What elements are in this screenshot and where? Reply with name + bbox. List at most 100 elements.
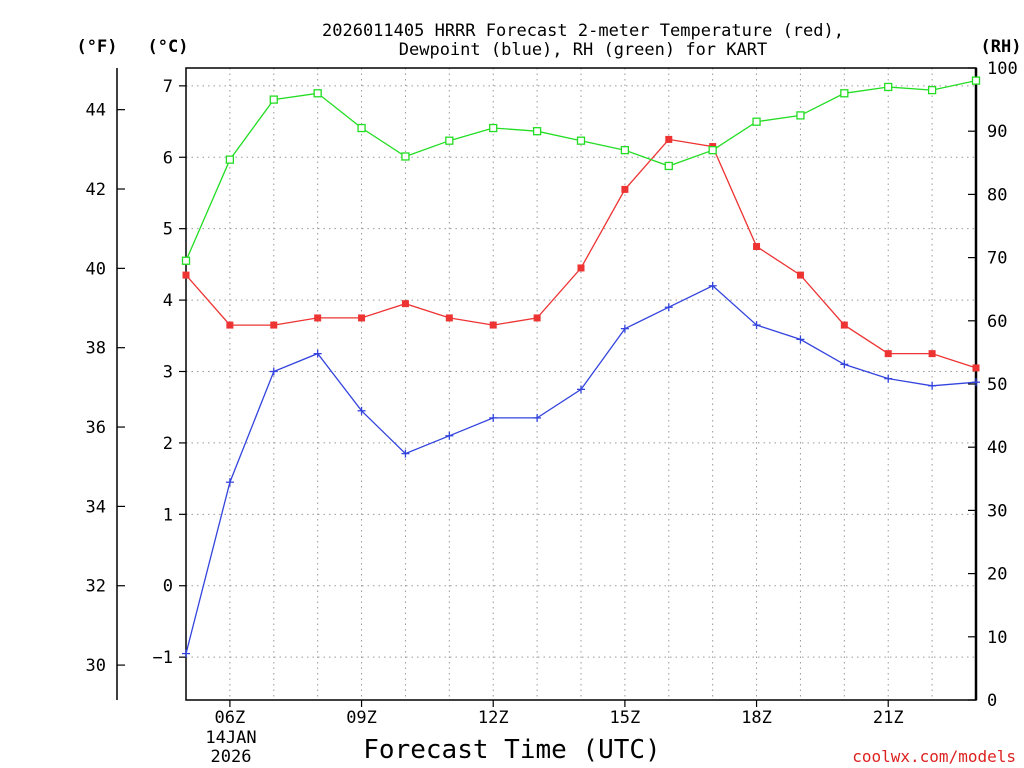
celsius-tick-label: 4: [163, 291, 173, 311]
date-label-year: 2026: [211, 747, 252, 767]
temperature-point: [314, 314, 322, 322]
celsius-tick-label: 5: [163, 220, 173, 240]
rh-point: [489, 123, 498, 133]
temperature-point: [533, 314, 541, 322]
rh-point: [269, 95, 278, 104]
rh-point: [708, 146, 717, 155]
temperature-point: [358, 314, 366, 322]
celsius-tick-label: 3: [163, 363, 173, 383]
rh-point: [313, 89, 322, 98]
dewpoint-point: [577, 385, 585, 394]
x-tick-label: 21Z: [873, 708, 904, 728]
rh-tick-label: 50: [987, 375, 1007, 395]
x-tick-label: 12Z: [478, 708, 509, 728]
rh-tick-label: 60: [987, 312, 1007, 332]
temperature-point: [665, 135, 673, 143]
temperature-point: [753, 243, 761, 251]
rh-tick-label: 100: [987, 59, 1018, 79]
temperature-point: [796, 271, 804, 279]
x-tick-label: 06Z: [215, 708, 246, 728]
celsius-tick-label: 6: [163, 148, 173, 168]
rh-point: [927, 85, 937, 95]
celsius-tick-label: 1: [163, 505, 173, 525]
dewpoint-point: [884, 374, 893, 383]
series-layer: [181, 76, 981, 658]
rh-tick-label: 40: [987, 438, 1007, 458]
dewpoint-series: [182, 281, 980, 658]
x-tick-label: 18Z: [741, 708, 772, 728]
temperature-point: [270, 321, 278, 329]
chart-title-line1: 2026011405 HRRR Forecast 2-meter Tempera…: [322, 21, 844, 41]
dewpoint-point: [708, 281, 717, 290]
temperature-series: [182, 135, 980, 372]
credit-label: coolwx.com/models: [852, 747, 1016, 766]
dewpoint-point: [796, 335, 805, 344]
temperature-point: [489, 321, 497, 329]
dewpoint-point: [928, 381, 937, 390]
dewpoint-point: [840, 360, 849, 369]
rh-point: [796, 111, 805, 120]
dewpoint-point: [357, 406, 366, 415]
rh-tick-label: 10: [987, 628, 1007, 648]
celsius-tick-label: 0: [163, 577, 173, 597]
grid-lines: [186, 68, 976, 700]
temperature-point: [401, 300, 409, 308]
fahrenheit-tick-label: 32: [86, 577, 106, 597]
fahrenheit-tick-label: 38: [86, 339, 106, 359]
rh-tick-label: 30: [987, 501, 1007, 521]
temperature-point: [884, 350, 892, 358]
temperature-point: [928, 350, 936, 358]
temperature-point: [621, 185, 629, 193]
fahrenheit-tick-label: 36: [86, 418, 106, 438]
dewpoint-point: [225, 478, 234, 487]
temperature-point: [840, 321, 848, 329]
fahrenheit-tick-label: 40: [86, 259, 106, 279]
rh-tick-label: 70: [987, 249, 1007, 269]
dewpoint-point: [620, 324, 629, 333]
dewpoint-point: [489, 413, 498, 422]
temperature-point: [972, 364, 980, 372]
rh-point: [357, 123, 366, 133]
temperature-point: [445, 314, 453, 322]
x-tick-label: 09Z: [346, 708, 377, 728]
x-tick-label: 15Z: [610, 708, 641, 728]
rh-tick-label: 0: [987, 691, 997, 711]
temperature-point: [226, 321, 234, 329]
chart-title-line2: Dewpoint (blue), RH (green) for KART: [399, 40, 767, 60]
dewpoint-point: [972, 378, 980, 387]
rh-point: [181, 256, 191, 265]
rh-point: [971, 76, 981, 85]
fahrenheit-tick-label: 44: [86, 101, 106, 121]
dewpoint-point: [269, 367, 278, 376]
date-label-day: 14JAN: [205, 728, 256, 748]
rh-point: [576, 136, 586, 145]
dewpoint-point: [533, 413, 542, 422]
rh-unit-label: (RH): [981, 37, 1022, 57]
celsius-tick-label: −1: [153, 648, 173, 668]
rh-point: [532, 127, 542, 136]
temperature-point: [577, 264, 585, 272]
rh-tick-label: 80: [987, 185, 1007, 205]
dewpoint-point: [401, 449, 410, 458]
rh-point: [225, 155, 235, 164]
fahrenheit-unit-label: (°F): [77, 37, 118, 57]
rh-point: [752, 117, 761, 126]
temperature-point: [182, 271, 190, 279]
rh-point: [401, 152, 410, 161]
fahrenheit-tick-label: 34: [86, 497, 106, 517]
rh-point: [664, 161, 673, 171]
rh-point: [620, 146, 630, 155]
dewpoint-point: [182, 649, 190, 658]
x-axis-title: Forecast Time (UTC): [363, 735, 660, 765]
celsius-tick-label: 2: [163, 434, 173, 454]
rh-point: [884, 82, 893, 92]
rh-tick-label: 90: [987, 122, 1007, 142]
rh-tick-label: 20: [987, 565, 1007, 585]
rh-point: [445, 136, 454, 145]
celsius-unit-label: (°C): [148, 37, 189, 57]
dewpoint-point: [664, 303, 673, 312]
dewpoint-point: [445, 431, 454, 440]
rh-point: [840, 89, 849, 98]
celsius-tick-label: 7: [163, 77, 173, 97]
